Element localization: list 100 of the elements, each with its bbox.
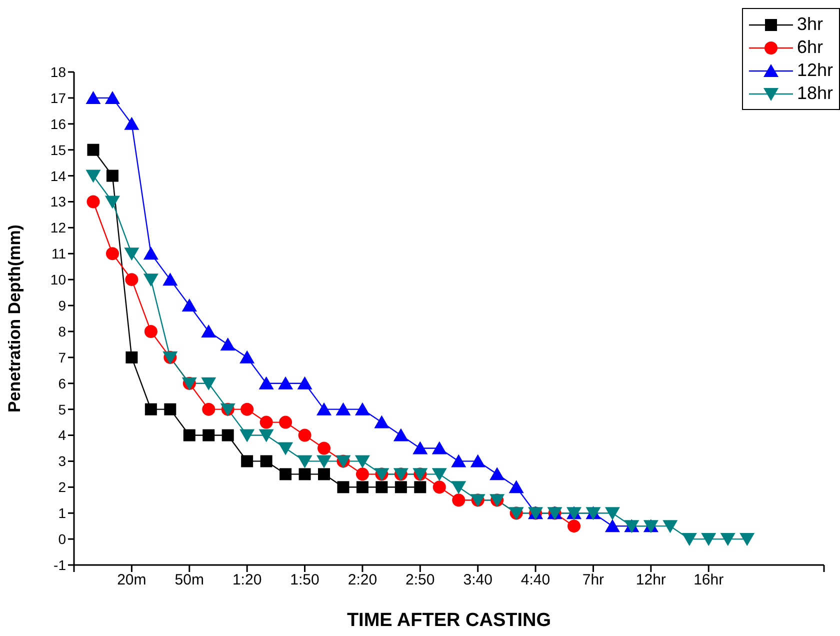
point xyxy=(222,429,234,442)
legend-label: 12hr xyxy=(796,60,833,81)
point xyxy=(432,480,446,494)
point xyxy=(258,429,274,442)
point xyxy=(260,416,273,429)
point xyxy=(452,494,466,507)
point xyxy=(202,402,216,416)
point xyxy=(318,468,330,480)
x-tick-label: 20m xyxy=(117,572,146,589)
y-axis-title: Penetration Depth(mm) xyxy=(5,224,24,412)
point xyxy=(124,116,140,130)
point xyxy=(432,441,447,454)
x-tick-label: 2:50 xyxy=(406,572,435,589)
y-tick-label: -1 xyxy=(54,556,66,573)
point xyxy=(104,196,120,209)
point xyxy=(87,144,100,156)
point xyxy=(356,468,369,481)
point xyxy=(451,454,466,468)
x-tick-label: 7hr xyxy=(582,572,604,589)
y-tick-label: 10 xyxy=(50,272,66,288)
x-tick-label: 16hr xyxy=(694,572,724,589)
point xyxy=(104,90,120,104)
point xyxy=(604,507,620,520)
y-tick-label: 7 xyxy=(58,349,66,366)
point xyxy=(279,416,292,429)
point xyxy=(720,533,736,546)
point xyxy=(201,324,216,338)
point xyxy=(297,376,312,390)
point xyxy=(162,272,178,286)
y-tick-label: 14 xyxy=(50,168,66,184)
point xyxy=(374,415,390,428)
x-tick-label: 50m xyxy=(174,572,204,589)
y-tick-label: 9 xyxy=(58,297,66,314)
point xyxy=(740,533,755,546)
point xyxy=(356,481,368,494)
point xyxy=(86,195,100,208)
point xyxy=(298,468,311,480)
point xyxy=(318,442,330,455)
point xyxy=(451,481,466,494)
point xyxy=(278,442,294,456)
point xyxy=(470,454,486,468)
point xyxy=(258,376,274,390)
point xyxy=(336,402,351,416)
x-tick-label: 3:40 xyxy=(463,572,492,589)
point xyxy=(682,533,697,546)
y-tick-label: 3 xyxy=(58,453,66,470)
point xyxy=(201,377,216,390)
x-tick-label: 12hr xyxy=(636,572,666,589)
point xyxy=(106,170,118,182)
x-tick-label: 4:40 xyxy=(520,572,550,589)
y-tick-label: 12 xyxy=(50,220,66,236)
y-tick-label: 5 xyxy=(58,401,66,418)
point xyxy=(412,441,428,454)
point xyxy=(354,455,370,468)
point xyxy=(297,455,312,468)
legend-label: 18hr xyxy=(796,83,833,104)
y-tick-label: 8 xyxy=(58,323,66,340)
y-tick-label: 2 xyxy=(58,479,66,496)
point xyxy=(125,273,138,286)
point xyxy=(240,402,254,416)
point xyxy=(241,455,254,468)
point xyxy=(144,324,158,338)
y-tick-label: 4 xyxy=(58,427,66,444)
point xyxy=(316,402,332,416)
point xyxy=(490,467,505,480)
point xyxy=(183,429,196,442)
x-axis-title: TIME AFTER CASTING xyxy=(346,610,552,631)
y-tick-label: 6 xyxy=(58,375,66,392)
y-tick-label: 18 xyxy=(50,64,66,80)
point xyxy=(316,455,332,468)
point xyxy=(260,455,272,468)
y-tick-label: 0 xyxy=(58,531,66,548)
y-tick-label: 17 xyxy=(50,90,66,106)
point xyxy=(354,402,370,416)
point xyxy=(376,481,388,494)
point xyxy=(278,376,294,390)
point xyxy=(662,520,678,534)
point xyxy=(298,428,312,442)
x-tick-label: 1:50 xyxy=(290,572,320,589)
point xyxy=(143,246,158,260)
point xyxy=(182,298,197,312)
point xyxy=(124,248,140,261)
point xyxy=(220,337,236,350)
point xyxy=(240,429,255,442)
x-tick-label: 1:20 xyxy=(232,572,262,589)
point xyxy=(202,429,215,442)
point xyxy=(164,403,176,416)
point xyxy=(394,481,407,494)
point xyxy=(144,403,157,416)
point xyxy=(432,468,447,482)
legend-label: 3hr xyxy=(796,14,823,35)
point xyxy=(126,351,138,364)
point xyxy=(508,480,524,494)
point xyxy=(106,247,119,260)
point xyxy=(393,428,408,442)
point xyxy=(86,90,101,104)
point xyxy=(414,481,426,494)
y-tick-label: 11 xyxy=(51,246,66,262)
point xyxy=(604,519,620,532)
legend-label: 6hr xyxy=(796,37,823,58)
